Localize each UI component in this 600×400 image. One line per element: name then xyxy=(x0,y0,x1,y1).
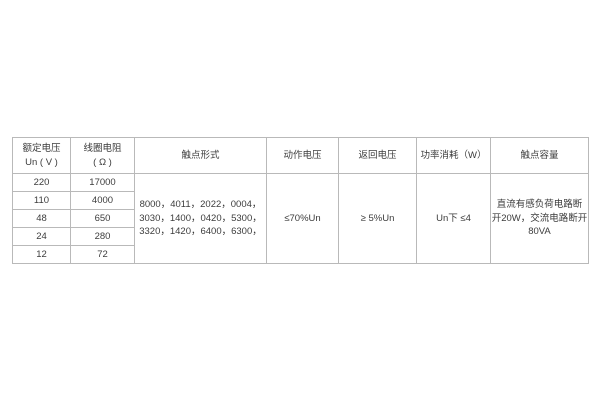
column-header-power-consumption: 功率消耗（W） xyxy=(416,137,491,174)
cell-rated-voltage: 220 xyxy=(12,173,71,192)
cell-contact-form: 8000，4011，2022，0004， 3030，1400，0420，5300… xyxy=(134,173,267,264)
table-row: 48 650 xyxy=(12,209,589,228)
cell-rated-voltage: 12 xyxy=(12,245,71,264)
header-line-1: 动作电压 xyxy=(283,149,322,161)
cell-contact-capacity: 直流有感负荷电路断 开20W，交流电路断开 80VA xyxy=(490,173,589,264)
contact-capacity-line-2: 开20W，交流电路断开 xyxy=(491,212,588,224)
table-row: 220 17000 8000，4011，2022，0004， 3030，1400… xyxy=(12,173,589,264)
header-line-1: 触点形式 xyxy=(181,149,220,161)
column-header-coil-resistance: 线圈电阻 ( Ω ) xyxy=(70,137,135,174)
cell-release-voltage: ≥ 5%Un xyxy=(338,173,417,264)
cell-rated-voltage: 24 xyxy=(12,227,71,246)
contact-form-line-2: 3030，1400，0420，5300， xyxy=(139,212,262,224)
contact-capacity-line-3: 80VA xyxy=(528,226,551,238)
relay-specification-table: 额定电压 Un ( V ) 线圈电阻 ( Ω ) 触点形式 动作电压 返回电压 xyxy=(12,137,589,264)
column-header-contact-capacity: 触点容量 xyxy=(490,137,589,174)
cell-rated-voltage: 48 xyxy=(12,209,71,228)
table-row: 110 4000 xyxy=(12,191,589,210)
cell-coil-resistance: 280 xyxy=(70,227,135,246)
header-line-1: 额定电压 xyxy=(22,142,61,154)
cell-operate-voltage: ≤70%Un xyxy=(266,173,339,264)
cell-power-consumption: Un下 ≤4 xyxy=(416,173,491,264)
table-body: 220 17000 8000，4011，2022，0004， 3030，1400… xyxy=(12,173,589,264)
header-row: 额定电压 Un ( V ) 线圈电阻 ( Ω ) 触点形式 动作电压 返回电压 xyxy=(12,137,589,174)
column-header-rated-voltage: 额定电压 Un ( V ) xyxy=(12,137,71,174)
header-line-1: 返回电压 xyxy=(358,149,397,161)
header-line-1: 线圈电阻 xyxy=(83,142,122,154)
column-header-release-voltage: 返回电压 xyxy=(338,137,417,174)
table-header: 额定电压 Un ( V ) 线圈电阻 ( Ω ) 触点形式 动作电压 返回电压 xyxy=(12,137,589,174)
cell-coil-resistance: 72 xyxy=(70,245,135,264)
cell-coil-resistance: 4000 xyxy=(70,191,135,210)
header-line-1: 触点容量 xyxy=(520,149,559,161)
contact-form-line-1: 8000，4011，2022，0004， xyxy=(139,198,262,210)
cell-coil-resistance: 17000 xyxy=(70,173,135,192)
header-line-2: Un ( V ) xyxy=(25,156,58,168)
table-row: 12 72 xyxy=(12,245,589,264)
column-header-operate-voltage: 动作电压 xyxy=(266,137,339,174)
header-line-1: 功率消耗（W） xyxy=(420,149,487,161)
contact-capacity-line-1: 直流有感负荷电路断 xyxy=(496,198,583,210)
cell-coil-resistance: 650 xyxy=(70,209,135,228)
cell-rated-voltage: 110 xyxy=(12,191,71,210)
header-line-2: ( Ω ) xyxy=(93,156,112,168)
contact-form-line-3: 3320，1420，6400，6300， xyxy=(139,226,262,238)
column-header-contact-form: 触点形式 xyxy=(134,137,267,174)
